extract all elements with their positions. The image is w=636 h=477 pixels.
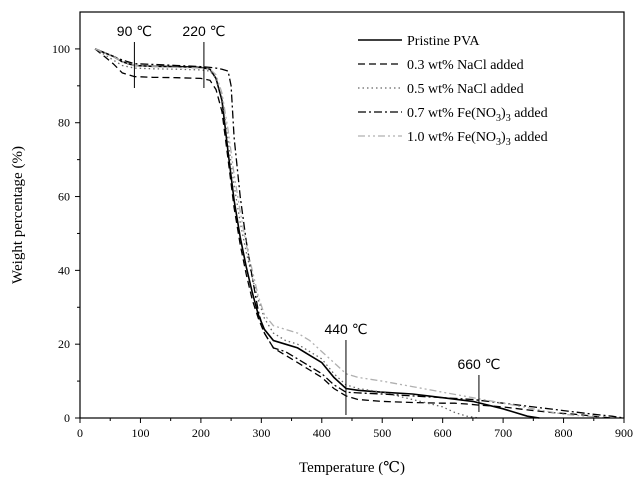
annotation-label: 90 ℃: [117, 23, 152, 39]
y-tick-label: 0: [64, 411, 70, 425]
legend-label: 0.5 wt% NaCl added: [407, 82, 524, 97]
legend-label-part: 3: [506, 137, 511, 148]
legend-label-part: 0.3 wt% NaCl added: [407, 58, 524, 73]
legend-label-part: 1.0 wt% Fe(NO: [407, 130, 496, 145]
legend-label: 0.7 wt% Fe(NO3)3 added: [407, 106, 548, 124]
series-line-1: [94, 48, 612, 419]
series-layer: [94, 48, 625, 419]
legend-label-part: Pristine PVA: [407, 34, 480, 49]
x-tick-label: 400: [313, 426, 331, 440]
x-tick-label: 100: [131, 426, 149, 440]
x-tick-label: 0: [77, 426, 83, 440]
y-tick-label: 100: [52, 42, 70, 56]
legend-label-part: added: [511, 130, 548, 145]
annotation-label: 660 ℃: [457, 356, 500, 372]
x-tick-label: 900: [615, 426, 633, 440]
series-line-3: [94, 48, 625, 419]
y-axis-label: Weight percentage (%): [10, 146, 26, 284]
legend-label-part: added: [511, 106, 548, 121]
x-axis-label: Temperature (℃): [299, 460, 405, 476]
legend-label-part: 3: [496, 113, 501, 124]
annotation-layer: 90 ℃ 220 ℃ 440 ℃ 660 ℃: [117, 23, 500, 415]
x-tick-label: 800: [555, 426, 573, 440]
y-tick-label: 80: [58, 116, 70, 130]
legend-label: 0.3 wt% NaCl added: [407, 58, 524, 73]
annotation-label: 220 ℃: [182, 23, 225, 39]
legend-label: 1.0 wt% Fe(NO3)3 added: [407, 130, 548, 148]
legend-label-part: 0.7 wt% Fe(NO: [407, 106, 496, 121]
x-tick-label: 700: [494, 426, 512, 440]
legend-label-part: ): [501, 106, 506, 121]
y-tick-label: 60: [58, 190, 70, 204]
legend-label-part: 3: [496, 137, 501, 148]
legend: Pristine PVA 0.3 wt% NaCl added 0.5 wt% Na…: [358, 34, 548, 148]
x-tick-label: 300: [252, 426, 270, 440]
y-tick-label: 20: [58, 337, 70, 351]
plot-frame: [79, 11, 625, 419]
x-tick-label: 600: [434, 426, 452, 440]
series-line-4: [94, 48, 606, 419]
annotation-label: 440 ℃: [324, 321, 367, 337]
legend-label-part: ): [501, 130, 506, 145]
series-line-2: [94, 48, 479, 419]
x-tick-label: 200: [192, 426, 210, 440]
legend-label-part: 3: [506, 113, 511, 124]
x-tick-label: 500: [373, 426, 391, 440]
legend-label: Pristine PVA: [407, 34, 480, 49]
legend-label-part: 0.5 wt% NaCl added: [407, 82, 524, 97]
axis-layer: 0 100 200 300 400 500 600 700 800 900 0 20 40 60 80 100: [52, 42, 633, 440]
y-tick-label: 40: [58, 263, 70, 277]
